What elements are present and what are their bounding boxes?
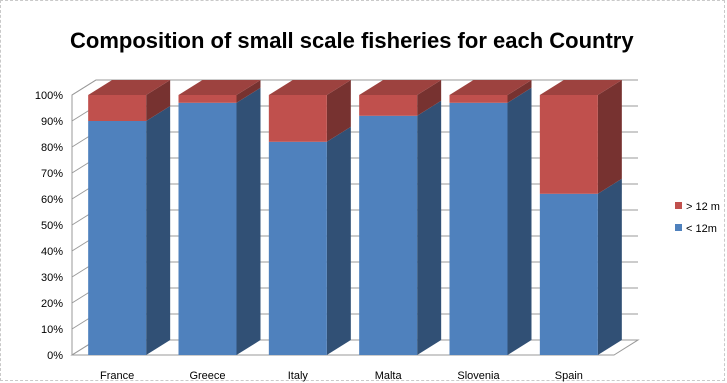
bar-front (449, 102, 508, 355)
bar-front (539, 193, 598, 355)
y-tick-label: 50% (41, 220, 63, 232)
bar-side (326, 126, 351, 355)
bar-front (268, 95, 327, 142)
x-tick-label: Greece (189, 370, 225, 382)
bar-segment (449, 87, 532, 356)
legend-swatch (675, 202, 682, 209)
bar-top (449, 80, 532, 95)
y-tick-label: 80% (41, 142, 63, 154)
bar-segment (539, 178, 622, 355)
y-tick-label: 70% (41, 168, 63, 180)
bar-segment (539, 80, 622, 194)
x-axis-ticks: France Greece Italy Malta Slovenia Spain (100, 370, 583, 382)
bar-front (359, 95, 418, 116)
bar-side (236, 87, 261, 356)
bar-top (268, 80, 351, 95)
bar-segment (268, 126, 351, 355)
y-tick-label: 20% (41, 298, 63, 310)
bar-front (88, 121, 147, 355)
y-tick-label: 90% (41, 116, 63, 128)
bar-front (539, 95, 598, 194)
x-tick-label: Spain (555, 370, 583, 382)
x-tick-label: Malta (375, 370, 403, 382)
legend-swatch (675, 224, 682, 231)
y-axis-ticks: 0% 10% 20% 30% 40% 50% 60% 70% 80% 90% 100% (35, 90, 63, 362)
bar-side (597, 178, 622, 355)
y-tick-label: 40% (41, 246, 63, 258)
bar-side (507, 87, 532, 356)
bar-front (178, 95, 237, 103)
bar-top (359, 80, 442, 95)
bar-side (417, 100, 442, 355)
bar-segment (178, 80, 261, 103)
bar-side (326, 80, 351, 142)
bar-segment (88, 106, 171, 355)
y-tick-label: 0% (47, 350, 63, 362)
bar-front (88, 95, 147, 121)
bar-top (539, 80, 622, 95)
bar-front (268, 141, 327, 355)
bar-segment (359, 100, 442, 355)
legend-label: < 12m (686, 223, 717, 235)
bar-top (88, 80, 171, 95)
chart-legend: > 12 m < 12m (675, 201, 720, 235)
x-tick-label: France (100, 370, 134, 382)
chart-bars (88, 80, 622, 356)
x-tick-label: Italy (288, 370, 309, 382)
legend-label: > 12 m (686, 201, 720, 213)
gridline-side (71, 79, 97, 96)
bar-side (146, 80, 171, 121)
y-tick-label: 100% (35, 90, 63, 102)
y-tick-label: 60% (41, 194, 63, 206)
bar-front (449, 95, 508, 103)
bar-side (597, 80, 622, 194)
bar-side (417, 80, 442, 116)
bar-segment (359, 80, 442, 116)
y-tick-label: 10% (41, 324, 63, 336)
bar-segment (88, 80, 171, 121)
chart-title: Composition of small scale fisheries for… (70, 28, 634, 53)
x-tick-label: Slovenia (457, 370, 500, 382)
bar-segment (449, 80, 532, 103)
bar-front (178, 102, 237, 355)
bar-side (507, 80, 532, 103)
bar-segment (268, 80, 351, 142)
bar-top (178, 80, 261, 95)
bar-segment (178, 87, 261, 356)
bar-side (146, 106, 171, 355)
bar-front (359, 115, 418, 355)
bar-side (236, 80, 261, 103)
y-tick-label: 30% (41, 272, 63, 284)
